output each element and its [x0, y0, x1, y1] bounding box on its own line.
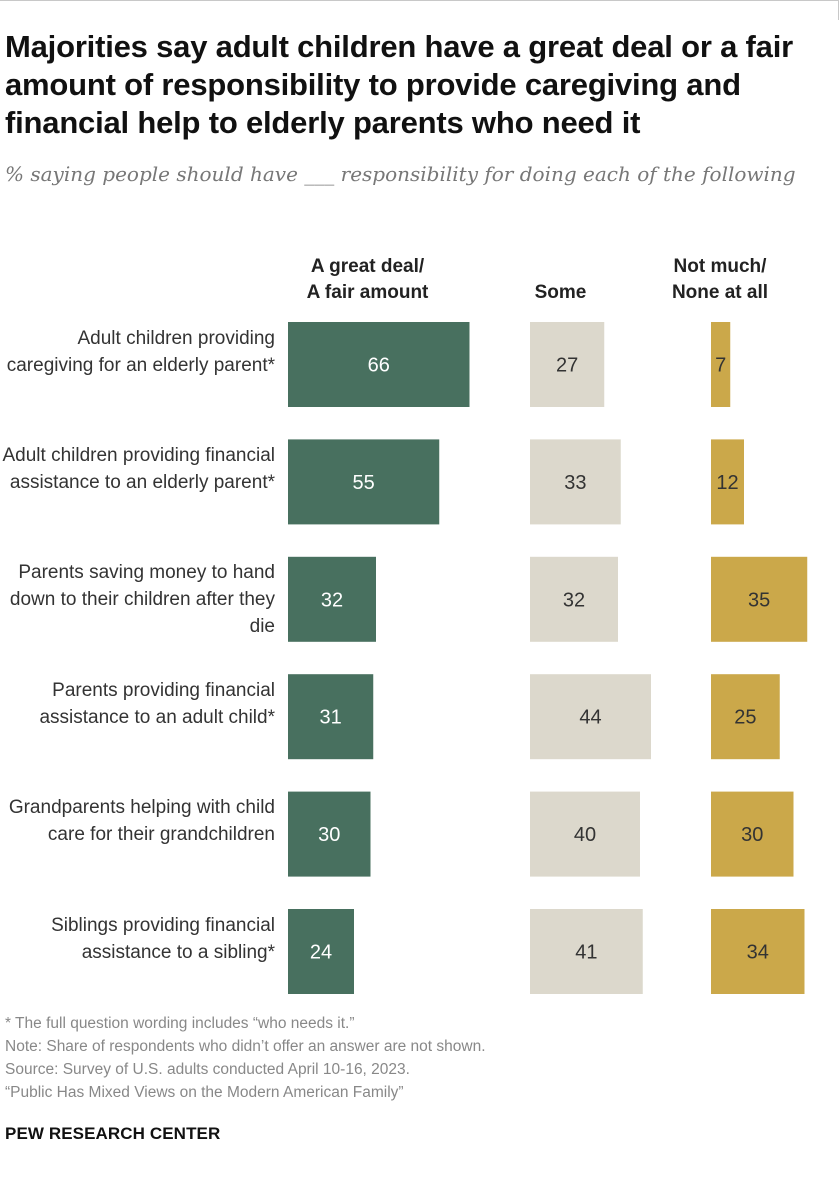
bar-a-great-deal-row-4: [288, 674, 374, 760]
column-header-some: Some: [534, 282, 587, 303]
bar-a-great-deal-row-1: [288, 322, 470, 407]
data-label-some-row-1: 27: [556, 355, 578, 377]
row-label-3: Parents saving money to hand down to the…: [9, 562, 275, 638]
data-label-a-great-deal-row-3: 32: [321, 589, 343, 611]
row-label-1: Adult children providing caregiving for …: [6, 327, 275, 376]
data-label-a-great-deal-row-1: 66: [368, 355, 390, 377]
row-label-5: Grandparents helping with child care for…: [8, 797, 275, 846]
data-label-a-great-deal-row-2: 55: [353, 472, 375, 494]
corner-rule: [838, 0, 839, 20]
column-header-not-much: Not much/ None at all: [671, 256, 769, 303]
bar-not-much-row-1: [711, 322, 731, 407]
bar-not-much-row-2: [711, 439, 744, 525]
data-label-some-row-4: 44: [579, 707, 601, 729]
data-label-not-much-row-2: 12: [716, 472, 738, 494]
chart-title: Majorities say adult children have a gre…: [5, 29, 794, 140]
bar-some-row-5: [530, 791, 640, 877]
data-label-a-great-deal-row-4: 31: [320, 707, 342, 729]
data-label-not-much-row-6: 34: [747, 942, 769, 964]
chart-area: 66 27 7 55 33 12 32 32 35 31 44 25 30 40 30 24 41 34 Adult…: [0, 300, 840, 1005]
bar-not-much-row-4: [711, 674, 780, 760]
bar-a-great-deal-row-6: [288, 909, 354, 994]
footnote-question-wording: * The full question wording includes “wh…: [5, 1015, 355, 1032]
column-header-great-deal: A great deal/ A fair amount: [306, 256, 429, 303]
bar-some-row-4: [530, 674, 651, 760]
pew-research-center-logo: PEW RESEARCH CENTER: [5, 1124, 221, 1143]
data-label-not-much-row-1: 7: [715, 355, 726, 377]
data-label-some-row-5: 40: [574, 824, 596, 846]
row-label-2: Adult children providing financial assis…: [2, 444, 276, 493]
bar-not-much-row-3: [711, 556, 808, 642]
bar-a-great-deal-row-5: [288, 791, 371, 877]
bar-not-much-row-5: [711, 791, 794, 877]
top-rule: [0, 0, 838, 1]
bar-some-row-3: [530, 556, 618, 642]
chart-subtitle: % saying people should have ___ responsi…: [5, 162, 796, 186]
data-label-a-great-deal-row-6: 24: [310, 942, 332, 964]
bar-not-much-row-6: [711, 909, 805, 994]
bar-some-row-6: [530, 909, 643, 994]
footnote-report: “Public Has Mixed Views on the Modern Am…: [5, 1084, 404, 1101]
footnote-source: Source: Survey of U.S. adults conducted …: [5, 1061, 410, 1078]
bar-a-great-deal-row-2: [288, 439, 440, 525]
row-label-4: Parents providing financial assistance t…: [39, 679, 275, 728]
data-label-some-row-3: 32: [563, 589, 585, 611]
bar-some-row-1: [530, 322, 605, 407]
bar-chart-svg: 66 27 7 55 33 12 32 32 35 31 44 25 30 40 30 24 41 34: [288, 322, 808, 994]
data-label-a-great-deal-row-5: 30: [318, 824, 340, 846]
row-label-6: Siblings providing financial assistance …: [51, 914, 275, 963]
data-label-not-much-row-3: 35: [748, 589, 770, 611]
data-label-not-much-row-5: 30: [741, 824, 763, 846]
data-label-not-much-row-4: 25: [734, 707, 756, 729]
footnote-note: Note: Share of respondents who didn’t of…: [5, 1038, 486, 1055]
data-label-some-row-2: 33: [564, 472, 586, 494]
data-label-some-row-6: 41: [575, 942, 597, 964]
bar-a-great-deal-row-3: [288, 556, 376, 642]
bar-some-row-2: [530, 439, 621, 525]
footer: * The full question wording includes “wh…: [5, 1012, 825, 1104]
